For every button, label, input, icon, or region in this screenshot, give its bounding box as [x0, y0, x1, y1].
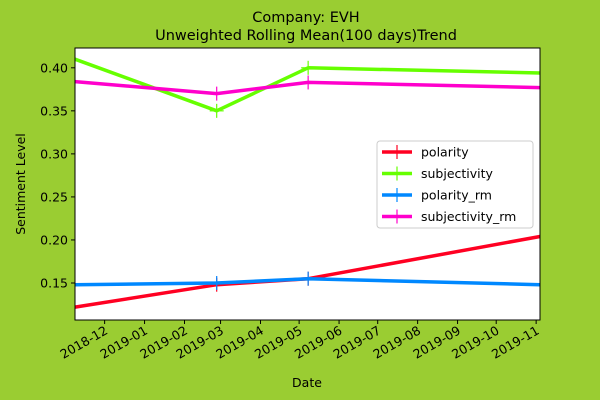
plot-frame	[74, 47, 541, 321]
y-axis-label: Sentiment Level	[13, 133, 28, 235]
legend-label: subjectivity	[421, 166, 494, 181]
y-tick-label: 0.30	[40, 146, 68, 161]
legend-box	[376, 140, 534, 229]
series-point-subjectivity	[209, 103, 224, 118]
series-point-polarity_rm	[301, 271, 316, 286]
legend-label: polarity_rm	[421, 188, 492, 203]
chart-title-line-1: Company: EVH	[252, 10, 359, 26]
series-point-subjectivity_rm	[301, 75, 316, 90]
series-point-subjectivity	[301, 60, 316, 75]
legend-label: polarity	[421, 145, 469, 160]
x-axis-label: Date	[292, 375, 322, 390]
series-layer	[74, 57, 541, 309]
series-line-polarity_rm	[74, 276, 541, 287]
y-tick-label: 0.25	[40, 189, 68, 204]
legend-item-subjectivity: subjectivity	[382, 166, 494, 181]
y-tick-label: 0.40	[40, 60, 68, 75]
legend-item-polarity: polarity	[382, 145, 469, 160]
series-point-subjectivity_rm	[209, 86, 224, 101]
legend: polarity subjectivity polarity_rm subjectiv…	[376, 140, 534, 229]
series-point-polarity_rm	[209, 275, 224, 290]
series-line-subjectivity_rm	[74, 79, 541, 96]
legend-item-subjectivity_rm: subjectivity_rm	[382, 209, 516, 224]
y-tick-label: 0.20	[40, 232, 68, 247]
chart-title-line-2: Unweighted Rolling Mean(100 days)Trend	[155, 28, 457, 44]
legend-label: subjectivity_rm	[421, 209, 516, 224]
legend-item-polarity_rm: polarity_rm	[382, 188, 492, 203]
y-tick-label: 0.35	[40, 103, 68, 118]
y-tick-label: 0.15	[40, 275, 68, 290]
